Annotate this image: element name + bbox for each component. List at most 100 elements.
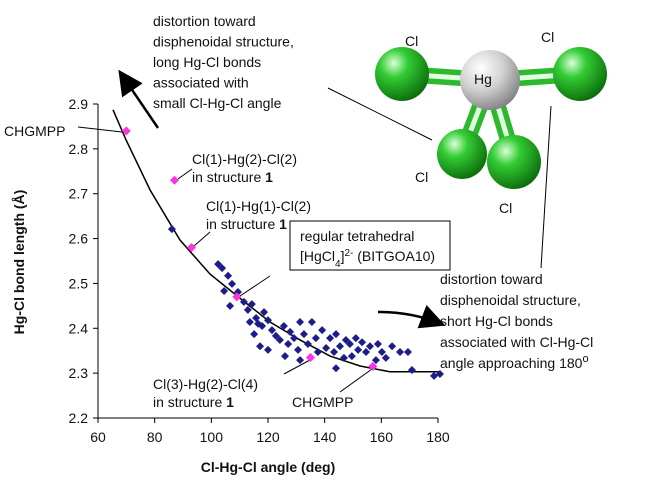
y-tick-label: 2.9	[69, 96, 89, 112]
point	[226, 302, 234, 310]
point	[300, 330, 308, 338]
annotation-part: angle approaching 180	[440, 355, 583, 371]
atom-label: Cl	[405, 33, 418, 49]
annotation: disphenoidal structure,	[153, 34, 294, 50]
annotation: associated with	[153, 75, 249, 91]
annotation: in structure 1	[206, 216, 287, 232]
atom-label: Cl	[541, 29, 554, 45]
atom-label: Cl	[499, 200, 512, 216]
annotation: in structure 1	[153, 394, 234, 410]
point	[348, 352, 356, 360]
point	[318, 326, 326, 334]
annotation: CHGMPP	[292, 394, 353, 410]
point	[396, 348, 404, 356]
annotation: Cl(1)-Hg(1)-Cl(2)	[206, 198, 311, 214]
point	[304, 340, 312, 348]
point	[336, 342, 344, 350]
annotation: distortion toward	[440, 271, 543, 287]
point	[246, 318, 254, 326]
supscript: 2-	[344, 248, 353, 259]
point	[362, 348, 370, 356]
point	[314, 348, 322, 356]
annotation: [HgCl4]2- (BITGOA10)	[300, 248, 435, 270]
annotation: long Hg-Cl bonds	[153, 54, 261, 70]
x-tick-label: 140	[313, 429, 337, 445]
point	[256, 342, 264, 350]
y-axis-title: Hg-Cl bond length (Å)	[11, 190, 27, 335]
annotation-part: [HgCl	[300, 248, 335, 264]
annotation: short Hg-Cl bonds	[440, 313, 553, 329]
annotation-part: in structure	[192, 169, 265, 185]
x-tick-label: 180	[426, 429, 450, 445]
point	[382, 354, 390, 362]
annotation: in structure 1	[192, 169, 273, 185]
annotation: CHGMPP	[4, 123, 65, 139]
point	[281, 352, 289, 360]
annotation-part: in structure	[153, 394, 226, 410]
x-tick-label: 100	[200, 429, 224, 445]
point	[332, 364, 340, 372]
y-tick-label: 2.7	[69, 186, 89, 202]
annotation-part: in structure	[206, 216, 279, 232]
annotation-part: (BITGOA10)	[353, 248, 435, 264]
point	[358, 338, 366, 346]
bold-part: 1	[279, 216, 287, 232]
annotation: regular tetrahedral	[300, 228, 414, 244]
figure: Cl Cl Hg Cl Cl Cl-Hg-Cl angle (deg) Hg-C…	[0, 0, 650, 481]
point	[430, 372, 438, 380]
point	[326, 334, 334, 342]
annotation: disphenoidal structure,	[440, 292, 581, 308]
annotation: angle approaching 180o	[440, 353, 589, 371]
y-tick-label: 2.4	[69, 320, 89, 336]
x-tick-label: 160	[370, 429, 394, 445]
point	[224, 272, 232, 280]
point	[352, 334, 360, 342]
y-tick-label: 2.6	[69, 231, 89, 247]
point	[228, 280, 236, 288]
point	[187, 243, 196, 252]
annotation: small Cl-Hg-Cl angle	[153, 95, 282, 111]
point	[322, 344, 330, 352]
bold-part: 1	[226, 394, 234, 410]
point	[248, 300, 256, 308]
point	[354, 346, 362, 354]
point	[388, 342, 396, 350]
point	[284, 340, 292, 348]
annotation: Cl(1)-Hg(2)-Cl(2)	[192, 151, 297, 167]
point	[286, 328, 294, 336]
point	[170, 176, 179, 185]
point	[332, 330, 340, 338]
x-axis-title: Cl-Hg-Cl angle (deg)	[201, 459, 336, 475]
point	[340, 354, 348, 362]
point	[374, 340, 382, 348]
atom-label: Cl	[415, 169, 428, 185]
point	[296, 318, 304, 326]
point	[250, 330, 258, 338]
x-tick-label: 80	[147, 429, 163, 445]
point	[306, 353, 315, 362]
point	[312, 334, 320, 342]
point	[330, 348, 338, 356]
annotation: Cl(3)-Hg(2)-Cl(4)	[153, 376, 258, 392]
supscript: o	[582, 353, 588, 365]
point	[404, 348, 412, 356]
y-tick-label: 2.5	[69, 275, 89, 291]
point	[378, 348, 386, 356]
point	[296, 356, 304, 364]
point	[366, 342, 374, 350]
page: {"chart_data": { "type": "scatter", "xla…	[0, 0, 650, 481]
atom-label: Hg	[474, 71, 492, 87]
annotation: associated with Cl-Hg-Cl	[440, 334, 593, 350]
point	[294, 346, 302, 354]
annotation: distortion toward	[153, 13, 256, 29]
molecule: Cl Cl Hg Cl Cl	[375, 29, 607, 216]
point	[408, 366, 416, 374]
bold-part: 1	[265, 169, 273, 185]
y-tick-label: 2.2	[69, 410, 89, 426]
x-tick-label: 120	[256, 429, 280, 445]
x-tick-label: 60	[90, 429, 106, 445]
y-tick-label: 2.8	[69, 141, 89, 157]
point	[268, 326, 276, 334]
y-tick-label: 2.3	[69, 365, 89, 381]
point	[264, 346, 272, 354]
